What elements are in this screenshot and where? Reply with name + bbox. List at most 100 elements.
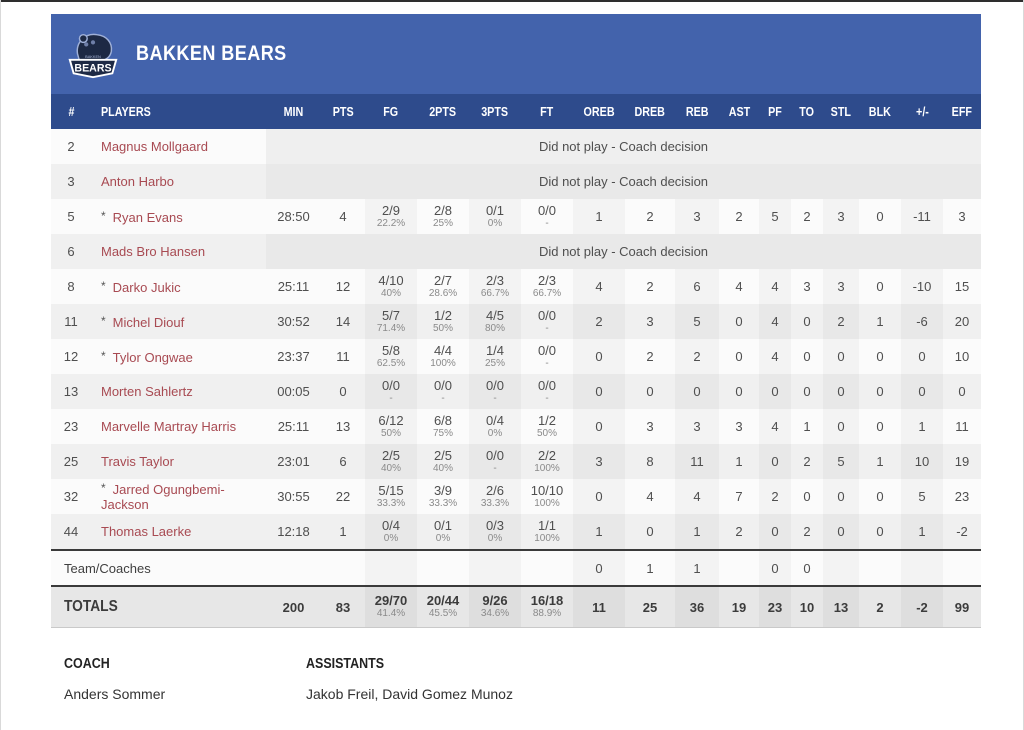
box-score-card: BEARS BAKKEN BAKKEN BEARS # PLAYERS MIN PTS… — [51, 14, 981, 702]
stat-cell: 0 — [876, 524, 884, 539]
stat-cell: 14 — [335, 314, 351, 329]
stat-cell: 5 — [901, 479, 943, 514]
player-name-link[interactable]: Michel Diouf — [112, 314, 185, 330]
player-name-cell: * Darko Jukic — [91, 269, 266, 304]
player-name-link[interactable]: Jarred Ogungbemi-Jackson — [101, 482, 225, 512]
team-name: BAKKEN BEARS — [136, 42, 287, 65]
stat-cell: 0 — [823, 339, 859, 374]
stat-cell: 0 — [573, 549, 625, 586]
stat-cell: 0 — [646, 384, 654, 399]
stat-cell: 2/3 66.7% — [469, 269, 521, 304]
stat-cell: 25 — [625, 585, 675, 628]
stat-cell: 2/9 22.2% — [365, 199, 417, 234]
team-coaches-label: Team/Coaches — [51, 549, 266, 586]
stat-cell: 20 — [954, 314, 970, 329]
stat-cell: 4/4 100% — [430, 342, 456, 369]
stat-cell: 2 — [646, 209, 654, 224]
stat-cell: 2 — [823, 304, 859, 339]
stat-cell: 4/5 80% — [469, 304, 521, 339]
stat-cell: 00:05 — [277, 384, 310, 399]
stat-cell: 0 — [573, 339, 625, 374]
stat-cell — [859, 549, 901, 586]
logo-banner-text: BEARS — [74, 62, 111, 74]
player-name-link[interactable]: Mads Bro Hansen — [101, 244, 206, 259]
player-name-link[interactable]: Marvelle Martray Harris — [101, 419, 237, 434]
stat-cell: 6 — [339, 454, 347, 469]
stat-cell: 0 — [823, 479, 859, 514]
stat-cell: 0 — [876, 279, 884, 294]
stat-cell: 2/5 40% — [365, 444, 417, 479]
player-name-link[interactable]: Morten Sahlertz — [101, 384, 193, 399]
stat-cell: 30:52 — [277, 314, 310, 329]
stat-cell: 0 — [823, 514, 859, 550]
stat-cell: 15 — [954, 279, 970, 294]
stat-cell: 2/3 66.7% — [532, 272, 562, 299]
starter-asterisk: * — [101, 481, 106, 495]
stat-cell: 200 — [266, 585, 321, 628]
starter-asterisk: * — [101, 313, 106, 328]
coaches-footer: COACH Anders Sommer ASSISTANTS Jakob Fre… — [51, 656, 981, 702]
logo-small-text: BAKKEN — [85, 55, 101, 59]
player-name-link[interactable]: Magnus Mollgaard — [101, 139, 208, 154]
stat-cell: 5 — [675, 304, 719, 339]
player-name-link[interactable]: Anton Harbo — [101, 174, 174, 189]
stat-cell: 0 — [876, 349, 884, 364]
player-name-link[interactable]: Travis Taylor — [101, 454, 174, 469]
stat-cell: 0/0- — [469, 374, 521, 409]
stat-cell: 10 — [791, 585, 823, 628]
dnp-message: Did not play - Coach decision — [266, 129, 981, 164]
stat-cell: 23:01 — [277, 454, 310, 469]
stat-cell — [266, 549, 321, 586]
player-number: 12 — [63, 349, 79, 364]
stat-cell: 2 — [759, 479, 791, 514]
column-header: MIN — [266, 94, 321, 129]
box-score-table: # PLAYERS MIN PTS FG 2PTS 3PTS FT OREB DREB REB AST… — [51, 94, 981, 628]
player-name-link[interactable]: Darko Jukic — [112, 279, 181, 295]
stat-cell: 22 — [335, 489, 351, 504]
stat-cell: 4 — [735, 279, 743, 294]
player-number: 11 — [64, 314, 78, 329]
stat-cell: 1 — [625, 549, 675, 586]
stat-cell: 1 — [876, 454, 884, 469]
player-name-cell: Marvelle Martray Harris — [91, 409, 266, 444]
column-header: OREB — [573, 94, 625, 129]
stat-cell: 1 — [901, 514, 943, 550]
stat-cell: 36 — [675, 585, 719, 628]
stat-cell: 0/0- — [537, 202, 557, 229]
totals-label: TOTALS — [51, 585, 266, 628]
stat-cell: 0 — [339, 384, 347, 399]
stat-cell: 5/7 71.4% — [365, 304, 417, 339]
stat-cell: 0 — [759, 444, 791, 479]
column-header: PLAYERS — [91, 94, 266, 129]
stat-cell: 5/15 33.3% — [365, 479, 417, 514]
player-number: 13 — [63, 384, 79, 399]
player-name-cell: Mads Bro Hansen — [91, 234, 266, 269]
stat-cell: 0 — [876, 489, 884, 504]
stat-cell: 1 — [573, 514, 625, 550]
stat-cell: 12 — [335, 279, 351, 294]
player-name-cell: Thomas Laerke — [91, 514, 266, 550]
stat-cell: 0 — [876, 419, 884, 434]
player-number: 25 — [63, 454, 79, 469]
stat-cell: 11 — [336, 349, 350, 364]
coach-name: Anders Sommer — [64, 686, 166, 702]
stat-cell: 10/10 100% — [530, 482, 564, 509]
stat-cell: 2 — [803, 524, 811, 539]
stat-cell: 1 — [735, 454, 743, 469]
stat-cell: 2 — [859, 585, 901, 628]
player-name-link[interactable]: Tylor Ongwae — [112, 349, 193, 365]
stat-cell: 13 — [823, 585, 859, 628]
stat-cell: 19 — [719, 585, 759, 628]
stat-cell: 3 — [573, 444, 625, 479]
player-name-cell: * Michel Diouf — [91, 304, 266, 339]
player-number: 23 — [63, 419, 79, 434]
stat-cell: 0 — [759, 549, 791, 586]
player-name-link[interactable]: Thomas Laerke — [101, 524, 192, 539]
stat-cell: 2 — [646, 349, 654, 364]
player-number: 8 — [67, 279, 75, 294]
player-name-link[interactable]: Ryan Evans — [112, 209, 183, 225]
column-header: TO — [791, 94, 823, 129]
stat-cell: 0 — [735, 314, 743, 329]
player-name-cell: Anton Harbo — [91, 164, 266, 199]
